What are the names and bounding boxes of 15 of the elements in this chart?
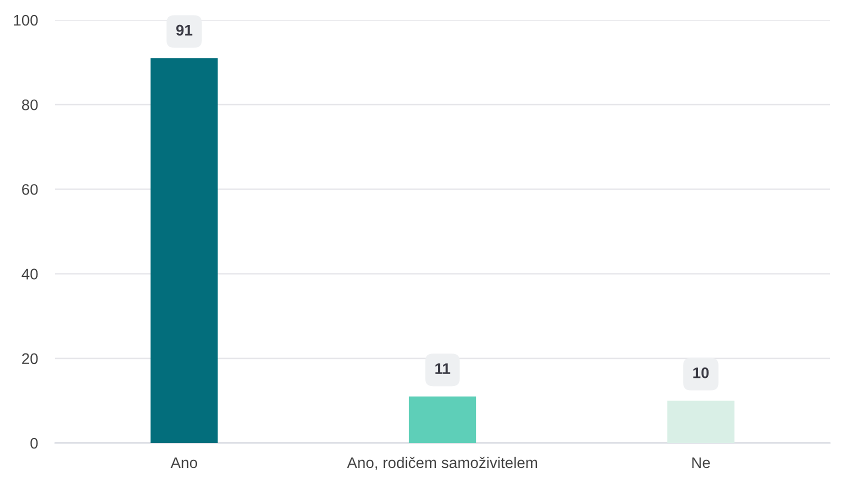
x-tick-label: Ne (692, 457, 710, 468)
y-tick-label: 100 (14, 14, 38, 26)
data-label: 11 (435, 363, 450, 374)
y-tick-label: 60 (22, 184, 38, 195)
y-tick-label: 0 (30, 438, 38, 449)
x-tick-label: Ano, rodičem samoživitelem (347, 456, 538, 470)
bar (150, 58, 218, 443)
bar (408, 396, 476, 443)
x-tick-label: Ano (170, 457, 198, 468)
bar (667, 400, 734, 443)
y-tick-label: 40 (22, 268, 38, 280)
data-label: 91 (176, 24, 192, 36)
y-tick-label: 20 (22, 353, 38, 364)
data-label: 10 (693, 367, 709, 378)
y-tick-label: 80 (22, 99, 38, 110)
